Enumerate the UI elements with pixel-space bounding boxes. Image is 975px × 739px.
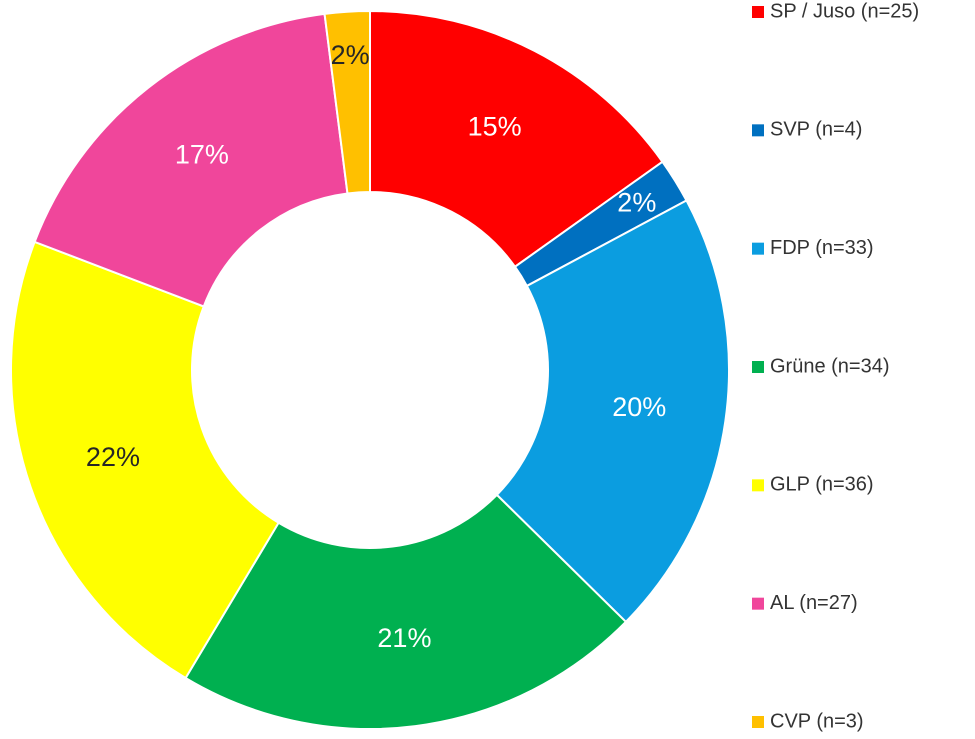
legend-swatch	[752, 479, 764, 492]
legend-label: FDP (n=33)	[770, 237, 874, 259]
data-label: 20%	[612, 392, 666, 422]
legend-swatch	[752, 6, 764, 18]
data-label: 21%	[377, 623, 431, 653]
legend-label: Grüne (n=34)	[770, 355, 890, 377]
legend-label: SVP (n=4)	[770, 119, 862, 141]
slice	[323, 9, 371, 195]
legend-swatch	[752, 361, 764, 373]
data-label: 22%	[86, 442, 140, 472]
data-label: 17%	[175, 139, 229, 169]
slice	[33, 12, 349, 308]
data-label: 15%	[468, 111, 522, 141]
data-label: 2%	[617, 188, 656, 218]
slice	[10, 240, 280, 680]
legend-label: SP / Juso (n=25)	[770, 0, 919, 22]
legend-swatch	[752, 597, 764, 610]
slice	[495, 199, 730, 624]
legend-label: CVP (n=3)	[770, 710, 864, 732]
legend-label: AL (n=27)	[770, 592, 858, 614]
legend-swatch	[752, 716, 764, 728]
legend-swatch	[752, 124, 764, 137]
slice	[369, 9, 664, 269]
slice	[184, 493, 628, 730]
data-label: 2%	[331, 40, 370, 70]
legend-label: GLP (n=36)	[770, 474, 874, 496]
legend-swatch	[752, 242, 764, 255]
